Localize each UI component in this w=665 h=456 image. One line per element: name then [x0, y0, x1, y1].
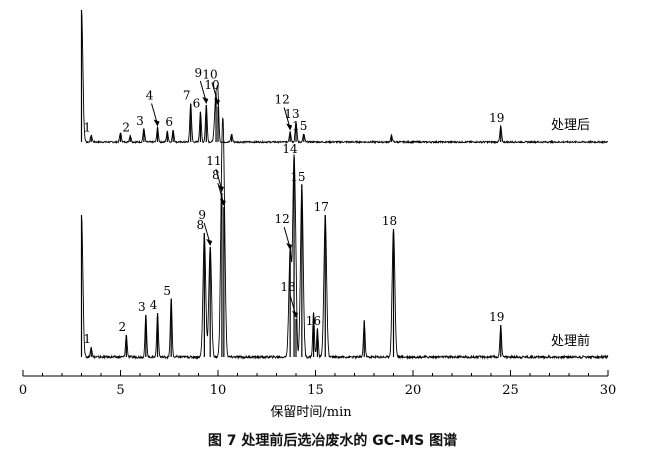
peak-label: 2: [122, 120, 130, 134]
peak-label: 4: [146, 88, 154, 102]
peak-label: 10: [204, 78, 219, 92]
peak-label: 11: [206, 154, 221, 168]
peak-arrowhead: [202, 97, 209, 105]
peak-label: 14: [282, 142, 298, 156]
peak-label: 13: [284, 107, 299, 121]
peak-label: 17: [314, 200, 329, 214]
series-label-after: 处理后: [551, 118, 590, 133]
peak-arrowhead: [153, 119, 160, 127]
peak-label: 19: [489, 111, 504, 125]
peak-label: 9: [198, 208, 206, 222]
peak-arrowhead: [292, 311, 298, 318]
peak-label: 5: [163, 284, 171, 298]
peak-arrowhead: [214, 98, 220, 106]
trace-before: [80, 117, 609, 360]
peak-label: 15: [292, 119, 307, 133]
figure-caption: 图 7 处理前后选冶废水的 GC-MS 图谱: [207, 433, 458, 449]
x-tick-label: 25: [502, 383, 519, 398]
trace-line: [81, 117, 609, 360]
peak-label: 6: [165, 115, 173, 129]
peak-label: 15: [290, 170, 305, 184]
peak-arrowhead: [219, 199, 226, 206]
series-label-before: 处理前: [551, 333, 590, 349]
peak-label: 1: [83, 120, 91, 134]
peak-label: 12: [275, 92, 290, 106]
x-tick-label: 5: [116, 383, 124, 398]
x-tick-label: 20: [405, 383, 422, 398]
peak-label: 8: [197, 218, 205, 232]
peak-label: 6: [193, 97, 201, 111]
peak-label: 13: [280, 280, 295, 294]
x-tick-label: 15: [307, 383, 324, 398]
peak-label: 9: [194, 66, 202, 80]
peak-arrowhead: [206, 239, 213, 246]
peak-label: 19: [489, 310, 504, 324]
x-tick-label: 30: [600, 383, 617, 398]
peak-arrowhead: [286, 243, 293, 250]
x-axis-label: 保留时间/min: [270, 405, 352, 420]
peak-arrowhead: [286, 123, 293, 131]
peak-label: 1: [83, 332, 91, 346]
peak-label: 4: [150, 298, 158, 312]
trace-after: [80, 9, 609, 145]
peak-label: 3: [138, 300, 146, 314]
x-tick-label: 0: [19, 383, 27, 398]
traces: [80, 9, 609, 360]
x-axis: 0 5 10 15 20 25 30: [19, 370, 616, 398]
peak-label: 7: [183, 89, 191, 103]
peak-label: 18: [382, 214, 397, 228]
x-tick-label: 10: [210, 383, 227, 398]
peak-label: 3: [136, 114, 144, 128]
peak-label: 2: [119, 320, 127, 334]
peak-label: 8: [212, 168, 220, 182]
peak-label: 16: [306, 314, 321, 328]
trace-line: [81, 9, 609, 145]
peak-label: 10: [202, 67, 217, 81]
peak-label: 12: [275, 212, 290, 226]
